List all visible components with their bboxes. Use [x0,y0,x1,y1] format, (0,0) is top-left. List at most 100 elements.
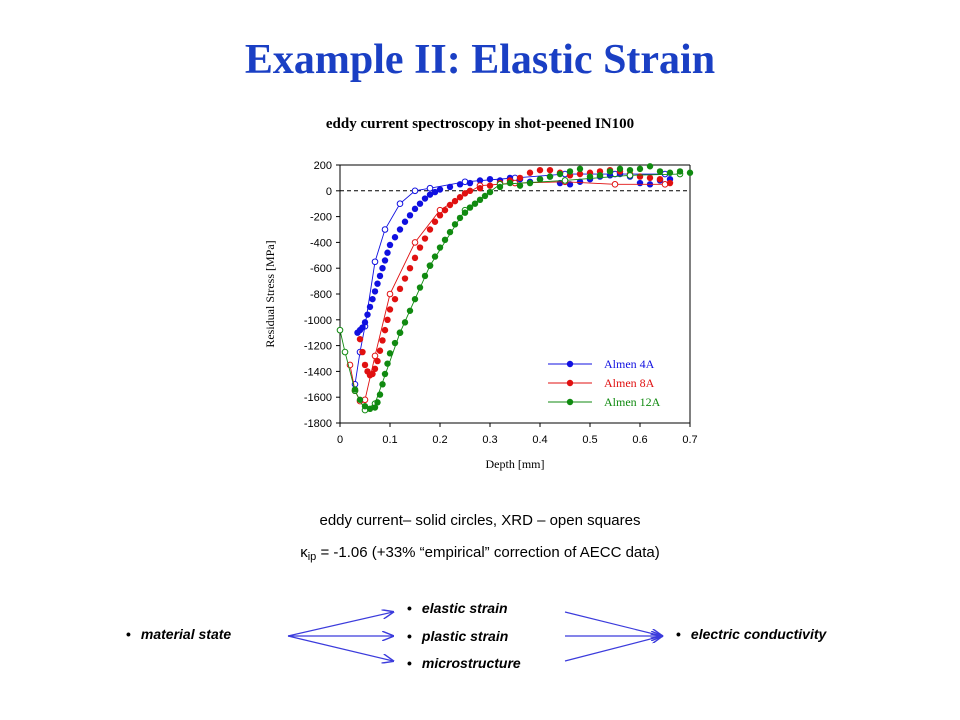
eddy-point [411,254,419,262]
legend-label: Almen 4A [604,357,655,371]
y-tick-label: 200 [314,160,332,172]
xrd-point [396,200,404,207]
eddy-point [471,200,479,207]
eddy-point [379,265,386,272]
y-tick-label: -1400 [304,366,332,378]
eddy-point [486,188,494,196]
eddy-point [596,172,604,179]
x-tick-label: 0 [337,434,343,446]
eddy-point [401,275,409,282]
eddy-point [421,195,429,202]
eddy-point [356,396,364,403]
xrd-point [381,226,389,233]
kappa-symbol: κ [300,544,308,561]
eddy-point [431,188,439,196]
eddy-point [391,339,399,347]
bullet: • [407,600,412,616]
flow-microstructure: • microstructure [407,655,521,671]
eddy-point [401,218,409,225]
y-tick-label: -200 [310,212,332,224]
bullet: • [126,626,131,642]
eddy-point [666,179,674,187]
flow-material-state: • material state [126,626,231,642]
y-tick-label: -400 [310,237,332,249]
eddy-point [516,182,524,189]
x-tick-label: 0.2 [432,434,447,446]
eddy-point [391,234,399,241]
eddy-point [381,257,389,264]
eddy-point [376,347,384,354]
eddy-point [401,319,409,326]
y-tick-label: -1200 [304,341,332,353]
eddy-point [356,335,364,343]
legend-marker [566,398,574,406]
xrd-point [411,187,419,195]
eddy-point [369,295,376,303]
legend-marker [566,379,574,387]
eddy-point [371,288,379,295]
xrd-point [371,352,379,360]
flow-material-state-label: material state [140,626,232,642]
eddy-point [411,295,419,303]
eddy-point [374,357,381,365]
eddy-point [426,262,434,269]
eddy-point [686,169,694,176]
eddy-point [391,295,399,303]
xrd-point [411,239,419,246]
eddy-point [451,197,459,205]
eddy-point [496,183,504,191]
eddy-point [461,209,469,216]
eddy-point [576,165,584,173]
eddy-point [431,253,439,260]
flow-microstructure-label: microstructure [421,655,521,671]
y-tick-label: -1600 [304,392,332,404]
eddy-point [666,169,674,176]
eddy-point [636,165,644,173]
eddy-point [576,178,584,185]
eddy-point [359,348,366,356]
y-tick-label: -600 [310,263,332,275]
eddy-point [386,241,394,249]
series-0 [351,170,674,388]
x-axis-label: Depth [mm] [486,457,545,471]
eddy-point [416,244,424,251]
eddy-point [526,169,534,176]
eddy-point [406,307,414,314]
eddy-point [374,280,381,287]
eddy-point [436,244,444,251]
eddy-point [386,350,394,357]
flow-electric-conductivity-label: electric conductivity [690,626,827,642]
chart-title: eddy current spectroscopy in shot-peened… [326,116,634,132]
eddy-point [476,196,484,204]
caption-markers: eddy current– solid circles, XRD – open … [319,512,641,529]
flow-elastic-strain: • elastic strain [407,600,508,616]
eddy-point [486,175,494,183]
eddy-point [386,306,394,313]
legend-marker [566,360,574,368]
y-tick-label: -1800 [304,418,332,430]
flow-arrow [287,612,393,637]
eddy-point [476,185,484,192]
flow-elastic-strain-label: elastic strain [421,600,508,616]
eddy-point [566,181,574,188]
eddy-point [466,179,474,187]
eddy-point [441,206,449,214]
eddy-point [441,236,449,244]
eddy-point [369,370,376,378]
eddy-point [656,175,664,183]
eddy-point [516,174,524,182]
eddy-point [376,391,384,398]
eddy-point [396,329,404,336]
eddy-point [431,218,439,225]
eddy-point [556,170,564,178]
eddy-point [396,226,404,233]
eddy-point [376,272,384,280]
y-tick-label: 0 [326,186,332,198]
eddy-point [536,175,544,183]
caption-kappa: κip = -1.06 (+33% “empirical” correction… [0,544,960,563]
eddy-point [476,177,484,184]
eddy-point [406,212,414,219]
xrd-point [611,181,619,188]
